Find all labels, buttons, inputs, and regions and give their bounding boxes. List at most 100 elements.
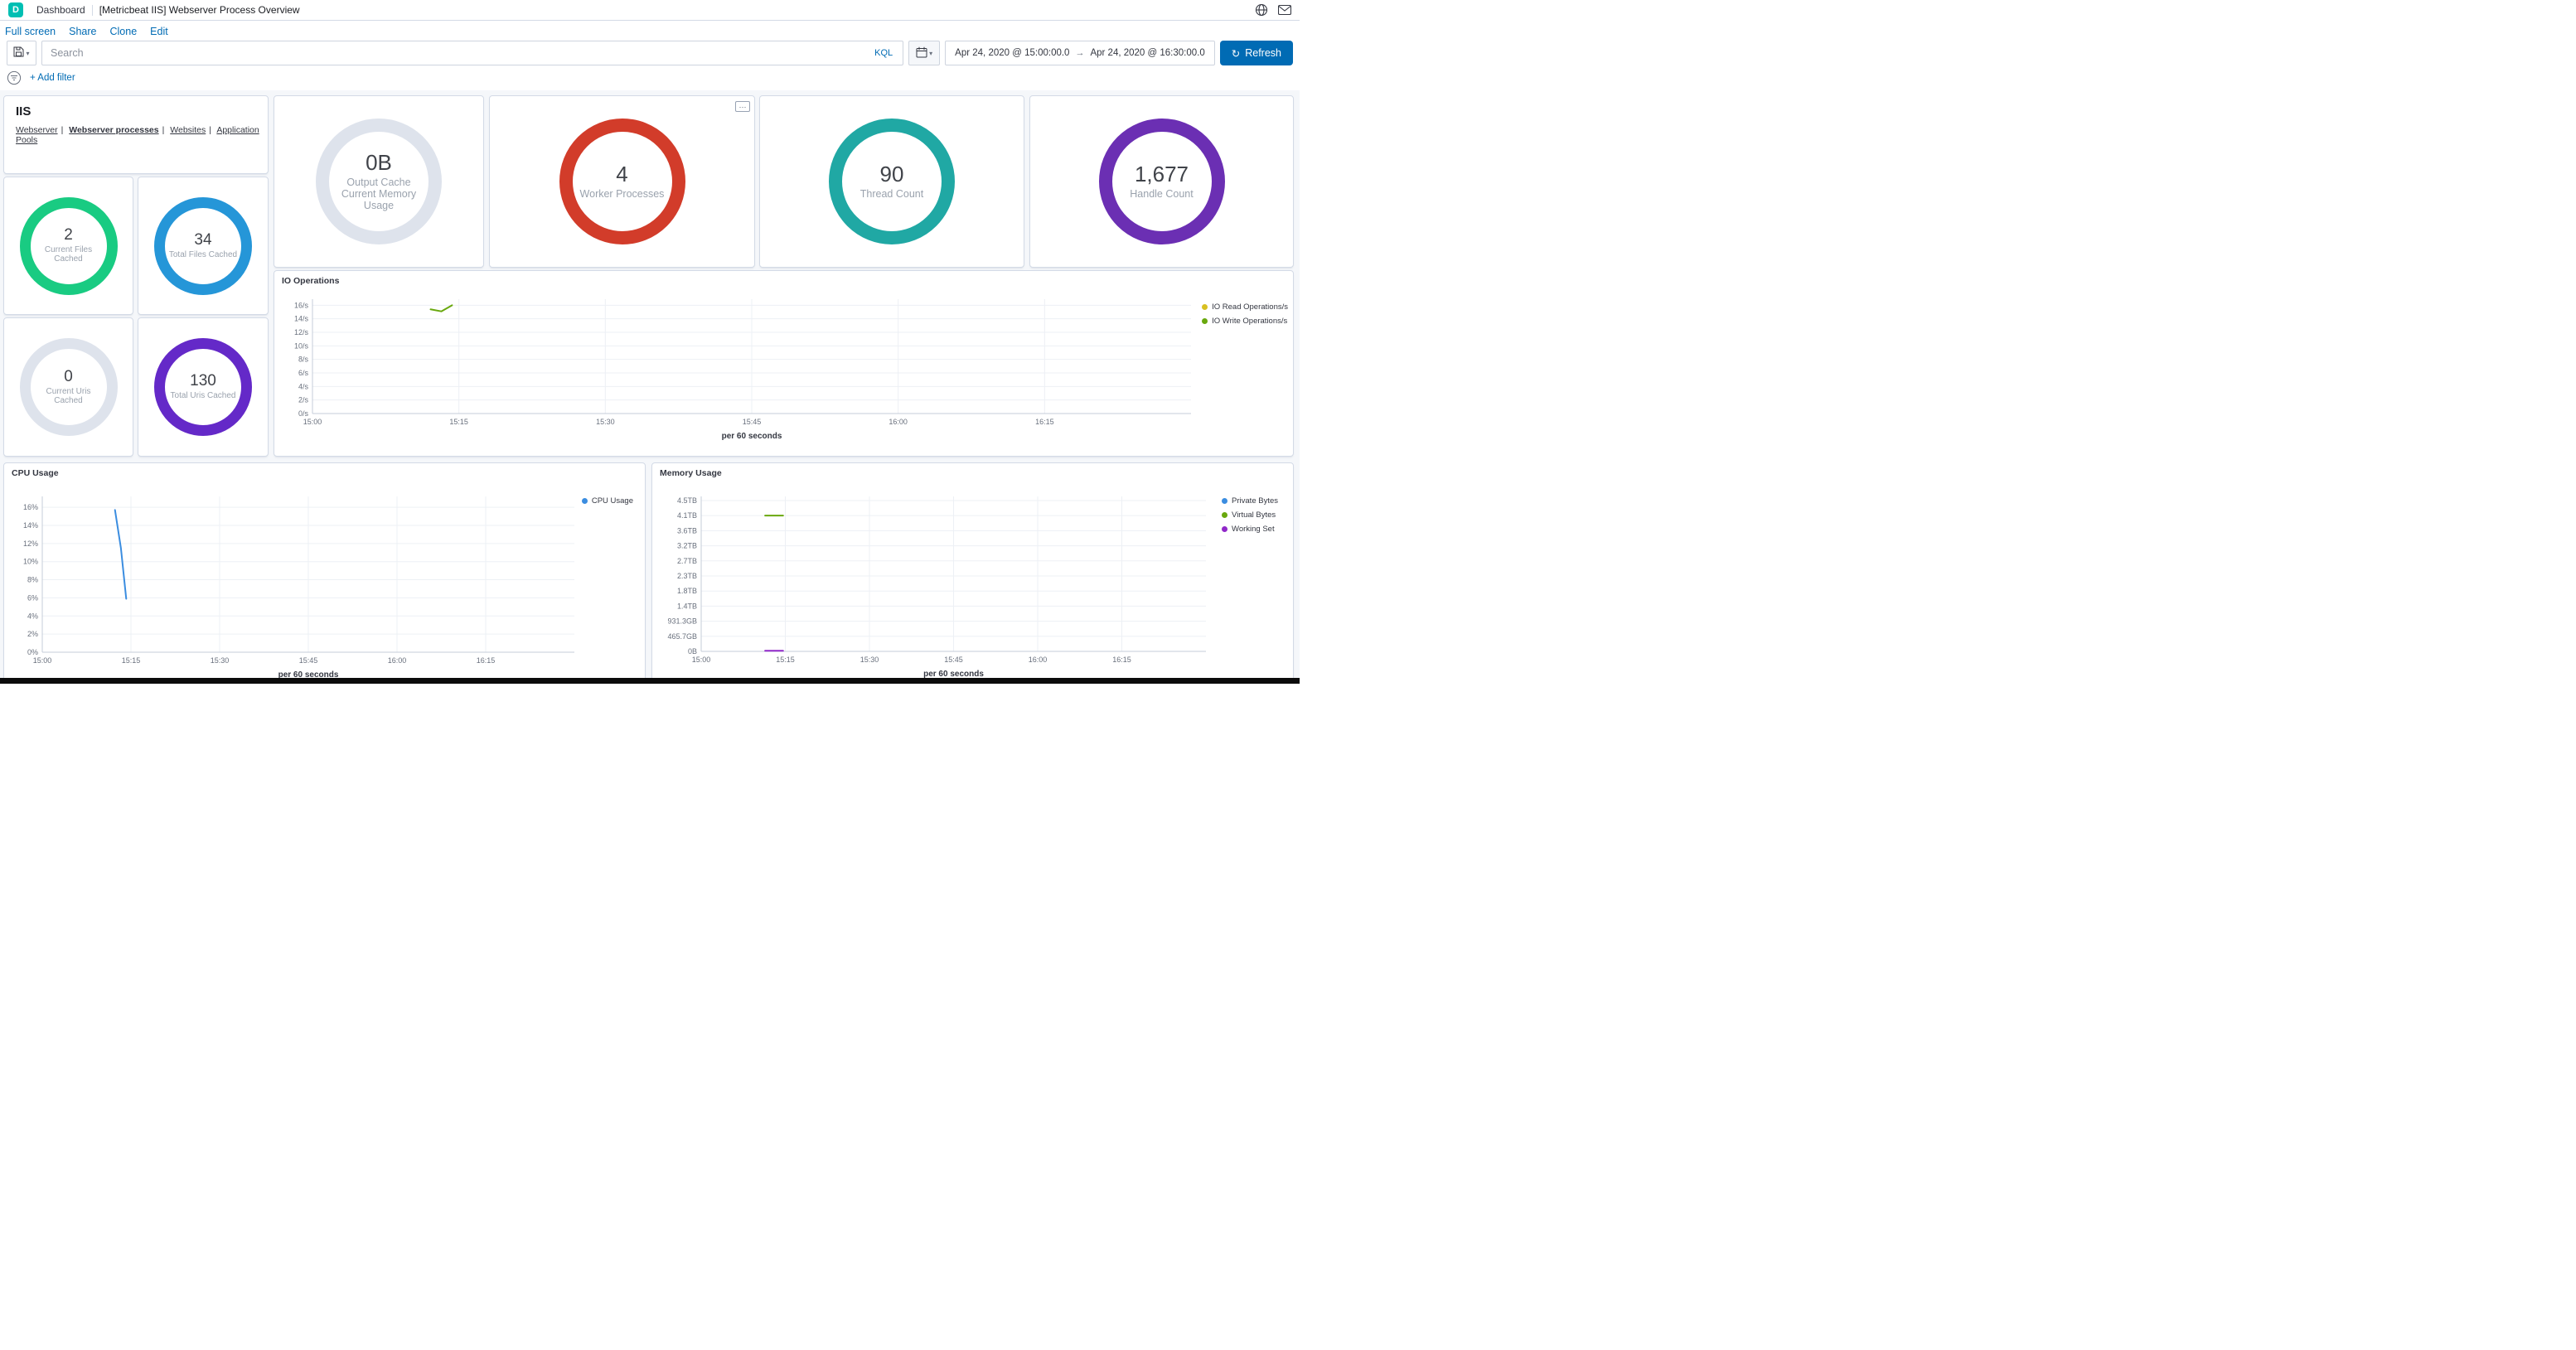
- app-logo[interactable]: D: [8, 2, 23, 17]
- chevron-down-icon: ▾: [929, 49, 933, 57]
- svg-text:16:15: 16:15: [477, 656, 496, 665]
- panel-gauge-output-cache-memory: 0B Output Cache Current Memory Usage: [274, 95, 484, 268]
- svg-text:16:00: 16:00: [388, 656, 407, 665]
- link-application-pools[interactable]: Application Pools: [16, 125, 259, 145]
- link-webserver-processes[interactable]: Webserver processes: [69, 125, 159, 135]
- panel-gauge-current-uris-cached: 0 Current Uris Cached: [3, 317, 133, 457]
- svg-text:10/s: 10/s: [294, 341, 309, 350]
- gauge-value: 90: [879, 162, 904, 187]
- svg-text:15:45: 15:45: [944, 656, 963, 664]
- panel-io-operations: IO Operations 15:00 15:15 15:30 15:45 16:00 1…: [274, 270, 1294, 457]
- search-box: KQL: [41, 41, 904, 65]
- refresh-button[interactable]: ↻ Refresh: [1219, 41, 1293, 65]
- svg-text:931.3GB: 931.3GB: [667, 617, 697, 626]
- svg-text:16/s: 16/s: [294, 301, 309, 309]
- svg-text:4.5TB: 4.5TB: [677, 496, 697, 505]
- gauge-value: 1,677: [1134, 162, 1189, 187]
- svg-text:2/s: 2/s: [298, 396, 309, 404]
- panel-cpu-usage: CPU Usage 15:00 15:15 15:30 15:45 16:00 16:15…: [3, 462, 646, 678]
- panel-gauge-total-files-cached: 34 Total Files Cached: [138, 177, 269, 315]
- gauge-label: Worker Processes: [579, 187, 665, 200]
- edit-link[interactable]: Edit: [150, 26, 168, 37]
- legend-item[interactable]: CPU Usage: [581, 496, 633, 506]
- filter-options-button[interactable]: [7, 70, 22, 85]
- svg-text:0%: 0%: [27, 648, 38, 656]
- iis-panel-title: IIS: [16, 104, 31, 119]
- saved-query-button[interactable]: ▾: [7, 41, 36, 65]
- legend-item[interactable]: IO Read Operations/s: [1202, 302, 1288, 312]
- legend-item[interactable]: Virtual Bytes: [1222, 510, 1278, 520]
- end-date-button[interactable]: Apr 24, 2020 @ 16:30:00.0: [1086, 48, 1208, 58]
- header-actions: [1255, 3, 1291, 17]
- legend-label: CPU Usage: [591, 496, 633, 506]
- cpu-usage-chart: 15:00 15:15 15:30 15:45 16:00 16:15 0% 2% 4% 6% 8%…: [9, 485, 584, 678]
- svg-text:6/s: 6/s: [298, 369, 309, 377]
- svg-text:16:15: 16:15: [1112, 656, 1131, 664]
- share-link[interactable]: Share: [69, 26, 97, 37]
- svg-text:12/s: 12/s: [294, 328, 309, 336]
- memory-usage-chart: 15:00 15:15 15:30 15:45 16:00 16:15 0B 465.7GB 9…: [657, 485, 1216, 678]
- legend-label: IO Write Operations/s: [1212, 317, 1288, 326]
- mail-icon[interactable]: [1278, 5, 1291, 15]
- gauge-value: 0B: [366, 150, 392, 176]
- gauge-label: Total Files Cached: [168, 249, 238, 259]
- chart-title: CPU Usage: [12, 468, 59, 478]
- start-date-button[interactable]: Apr 24, 2020 @ 15:00:00.0: [951, 48, 1073, 58]
- iis-nav-links: Webserver | Webserver processes | Websites…: [16, 125, 268, 145]
- svg-text:465.7GB: 465.7GB: [667, 632, 697, 641]
- chart-title: Memory Usage: [660, 468, 722, 478]
- svg-text:1.8TB: 1.8TB: [677, 587, 697, 595]
- help-icon[interactable]: [1255, 3, 1268, 17]
- legend-item[interactable]: IO Write Operations/s: [1202, 317, 1288, 326]
- legend-label: Working Set: [1232, 525, 1275, 534]
- svg-text:15:45: 15:45: [299, 656, 318, 665]
- svg-text:15:15: 15:15: [122, 656, 141, 665]
- filter-bar: + Add filter: [0, 68, 1300, 90]
- svg-text:15:15: 15:15: [776, 656, 795, 664]
- kql-button[interactable]: KQL: [864, 48, 903, 58]
- date-picker-button[interactable]: ▾: [908, 41, 941, 65]
- legend-dot: [1222, 512, 1228, 518]
- svg-text:14/s: 14/s: [294, 315, 309, 323]
- svg-text:2%: 2%: [27, 630, 38, 638]
- add-filter-link[interactable]: + Add filter: [30, 73, 75, 83]
- panel-gauge-handle-count: 1,677 Handle Count: [1029, 95, 1294, 268]
- panel-gauge-thread-count: 90 Thread Count: [759, 95, 1024, 268]
- legend-dot: [1202, 304, 1208, 310]
- svg-text:8/s: 8/s: [298, 356, 309, 364]
- svg-text:6%: 6%: [27, 593, 38, 602]
- page-title: [Metricbeat IIS] Webserver Process Overv…: [99, 4, 300, 16]
- breadcrumb: Dashboard [Metricbeat IIS] Webserver Pro…: [36, 4, 1255, 16]
- panel-options-button[interactable]: ⋯: [735, 101, 750, 112]
- gauge-label: Handle Count: [1130, 187, 1194, 200]
- gauge-value: 130: [190, 372, 216, 390]
- dashboard-grid: IIS Webserver | Webserver processes | Webs…: [0, 90, 1300, 678]
- svg-text:15:30: 15:30: [860, 656, 879, 664]
- chart-title: IO Operations: [282, 276, 340, 286]
- svg-text:3.2TB: 3.2TB: [677, 542, 697, 550]
- legend-item[interactable]: Private Bytes: [1222, 496, 1278, 506]
- refresh-label: Refresh: [1245, 47, 1281, 59]
- gauge-label: Current Uris Cached: [46, 386, 91, 405]
- search-input[interactable]: [42, 47, 865, 59]
- svg-text:10%: 10%: [23, 558, 38, 566]
- svg-text:15:30: 15:30: [596, 418, 615, 426]
- svg-text:14%: 14%: [23, 521, 38, 530]
- svg-text:2.7TB: 2.7TB: [677, 557, 697, 565]
- link-websites[interactable]: Websites: [170, 125, 206, 135]
- clone-link[interactable]: Clone: [109, 26, 138, 37]
- panel-memory-usage: Memory Usage 15:00 15:15 15:30 15:45 16:00 16…: [651, 462, 1294, 678]
- memory-usage-legend: Private Bytes Virtual Bytes Working Set: [1222, 496, 1278, 534]
- panel-gauge-current-files-cached: 2 Current Files Cached: [3, 177, 133, 315]
- link-separator: |: [162, 125, 165, 135]
- gauge-label: Total Uris Cached: [170, 391, 236, 401]
- svg-text:8%: 8%: [27, 576, 38, 584]
- legend-label: Private Bytes: [1232, 496, 1278, 506]
- breadcrumb-dashboard[interactable]: Dashboard: [36, 4, 85, 16]
- full-screen-link[interactable]: Full screen: [5, 26, 56, 37]
- link-separator: |: [61, 125, 64, 135]
- legend-item[interactable]: Working Set: [1222, 525, 1278, 534]
- legend-label: Virtual Bytes: [1232, 510, 1276, 520]
- link-webserver[interactable]: Webserver: [16, 125, 58, 135]
- legend-dot: [1222, 526, 1228, 532]
